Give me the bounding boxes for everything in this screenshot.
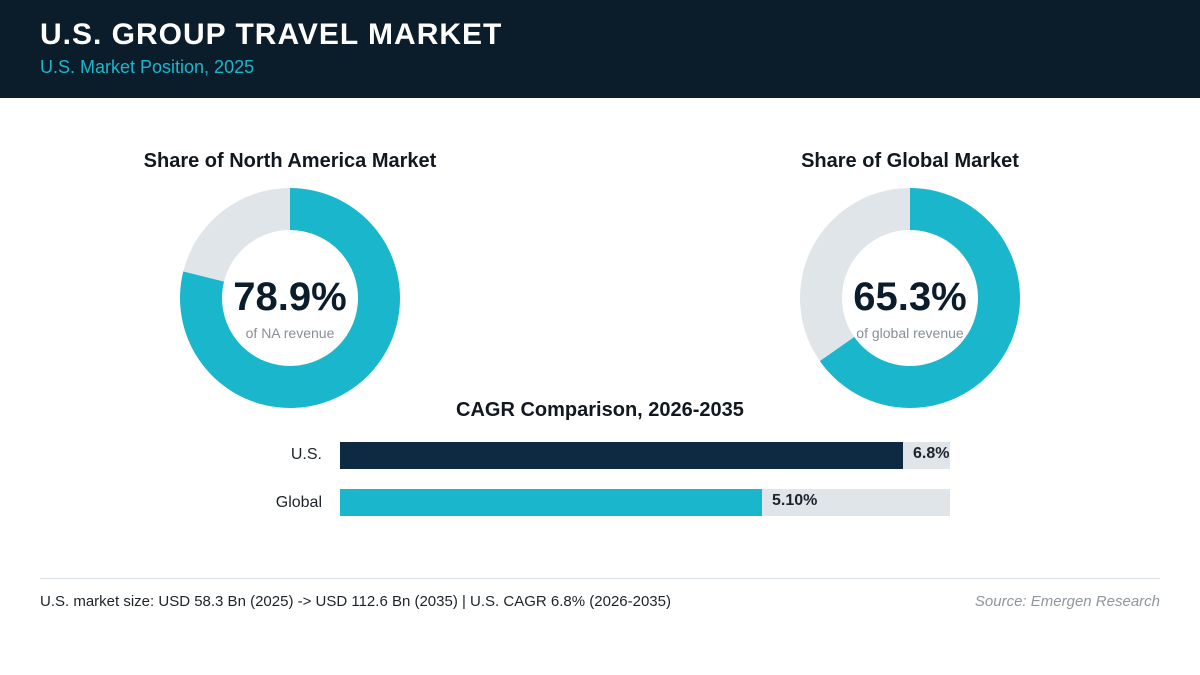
global-share-caption: of global revenue xyxy=(856,325,964,341)
footer-source: Source: Emergen Research xyxy=(974,593,1160,610)
bar-track-us: 6.8% xyxy=(340,442,950,469)
page-title: U.S. GROUP TRAVEL MARKET xyxy=(40,18,503,51)
global-share-value: 65.3% xyxy=(853,275,967,319)
na-share-value: 78.9% xyxy=(233,275,347,319)
bar-us xyxy=(340,442,903,469)
footer-divider xyxy=(40,578,1160,579)
na-share-slice xyxy=(180,188,400,408)
na-share-remainder-slice xyxy=(183,188,290,282)
global-share-slice xyxy=(819,188,1020,408)
bar-label-global: Global xyxy=(275,494,322,511)
bar-global xyxy=(340,489,762,516)
na-share-title: Share of North America Market xyxy=(143,150,437,172)
bar-value-global: 5.10% xyxy=(772,492,818,509)
global-share-donut xyxy=(800,188,1020,408)
na-share-chart: Share of North America Market 78.9% of N… xyxy=(90,150,490,415)
bar-value-us: 6.8% xyxy=(913,445,950,462)
na-share-caption: of NA revenue xyxy=(245,325,335,341)
global-share-chart: Share of Global Market 65.3% of global r… xyxy=(710,150,1110,415)
footer-note: U.S. market size: USD 58.3 Bn (2025) -> … xyxy=(40,593,671,610)
bar-track-global: 5.10% xyxy=(340,489,950,516)
global-share-remainder-slice xyxy=(800,188,910,361)
cagr-chart-title: CAGR Comparison, 2026-2035 xyxy=(456,399,744,421)
header-bar: U.S. GROUP TRAVEL MARKET U.S. Market Pos… xyxy=(0,0,1200,98)
bar-label-us: U.S. xyxy=(290,446,322,463)
na-share-donut xyxy=(180,188,400,408)
page-subtitle: U.S. Market Position, 2025 xyxy=(40,57,255,77)
global-share-title: Share of Global Market xyxy=(801,150,1019,172)
